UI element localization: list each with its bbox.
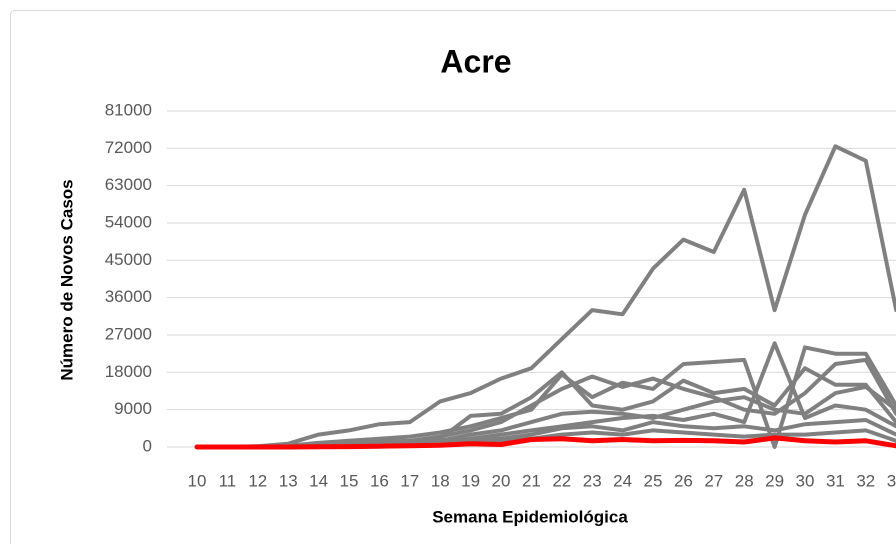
y-tick-label: 27000: [105, 324, 152, 343]
x-tick-label: 20: [492, 471, 511, 490]
x-tick-label: 12: [248, 471, 267, 490]
x-tick-label: 30: [796, 471, 815, 490]
y-axis-title: Número de Novos Casos: [57, 179, 76, 380]
y-tick-label: 45000: [105, 250, 152, 269]
x-axis-title: Semana Epidemiológica: [432, 507, 628, 526]
y-tick-label: 63000: [105, 175, 152, 194]
x-tick-label: 24: [613, 471, 632, 490]
x-tick-label: 22: [552, 471, 571, 490]
x-tick-label: 17: [400, 471, 419, 490]
x-tick-label: 10: [188, 471, 207, 490]
x-tick-label: 15: [340, 471, 359, 490]
chart-frame: [10, 10, 896, 544]
y-tick-label: 18000: [105, 362, 152, 381]
series-line: [194, 435, 896, 450]
x-tick-label: 13: [279, 471, 298, 490]
y-tick-label: 54000: [105, 212, 152, 231]
x-tick-label: 21: [522, 471, 541, 490]
y-tick-label: 0: [143, 436, 152, 455]
x-tick-label: 28: [735, 471, 754, 490]
x-tick-label: 25: [644, 471, 663, 490]
series-line: [195, 144, 896, 449]
x-tick-label: 33: [887, 471, 896, 490]
y-tick-label: 72000: [105, 138, 152, 157]
chart-title: Acre: [440, 43, 511, 79]
x-tick-label: 16: [370, 471, 389, 490]
x-tick-label: 11: [219, 471, 237, 490]
x-tick-label: 18: [431, 471, 450, 490]
x-tick-label: 23: [583, 471, 602, 490]
y-tick-label: 36000: [105, 287, 152, 306]
x-tick-label: 31: [826, 471, 845, 490]
x-tick-label: 26: [674, 471, 693, 490]
x-tick-label: 32: [856, 471, 875, 490]
y-tick-label: 9000: [114, 399, 152, 418]
x-tick-label: 19: [461, 471, 480, 490]
x-tick-label: 27: [704, 471, 723, 490]
y-tick-label: 81000: [105, 100, 152, 119]
x-tick-label: 29: [765, 471, 784, 490]
x-tick-label: 14: [309, 471, 328, 490]
